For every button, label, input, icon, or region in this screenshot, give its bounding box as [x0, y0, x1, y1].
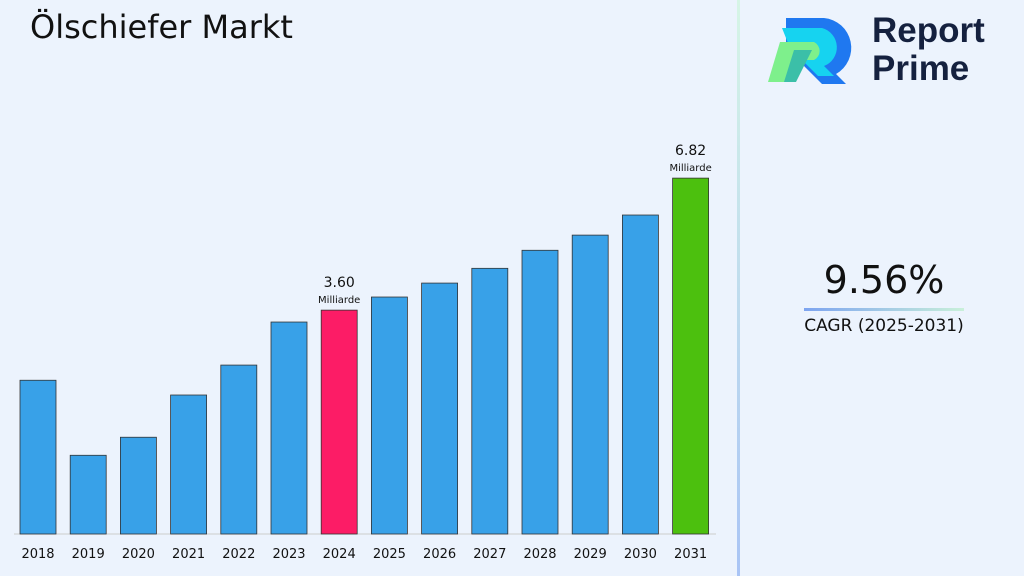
cagr-underline	[804, 308, 964, 311]
bar-2031	[672, 177, 709, 535]
bar-2028	[521, 249, 559, 535]
bar-2021	[170, 394, 208, 535]
bar-2024	[320, 309, 358, 535]
x-tick-label-2018: 2018	[21, 547, 54, 562]
x-tick-label-2019: 2019	[72, 547, 105, 562]
data-label-2024: 3.60	[324, 275, 355, 291]
x-tick-label-2025: 2025	[373, 547, 406, 562]
x-tick-label-2021: 2021	[172, 547, 205, 562]
bar-2029	[571, 234, 609, 535]
bar-chart: 2018 2019 2020 2021 2022 2023 2024 3.60 Milliard…	[14, 143, 716, 562]
bar-2019	[69, 454, 107, 535]
bar-2030	[622, 214, 659, 535]
x-tick-label-2030: 2030	[624, 547, 657, 562]
data-label-2031: 6.82	[675, 143, 706, 159]
x-tick-label-2031: 2031	[674, 547, 707, 562]
x-tick-label-2024: 2024	[323, 547, 356, 562]
data-unit-2024: Milliarde	[318, 295, 360, 306]
bar-2018	[19, 379, 57, 535]
bar-2026	[421, 282, 459, 535]
report-prime-logo-icon	[768, 18, 852, 84]
divider	[737, 0, 740, 576]
chart-title: Ölschiefer Markt	[30, 8, 293, 46]
bar-2023	[270, 321, 308, 535]
bar-2027	[471, 267, 509, 535]
data-unit-2031: Milliarde	[669, 163, 711, 174]
x-tick-label-2026: 2026	[423, 547, 456, 562]
brand-line2: Prime	[872, 49, 970, 88]
brand-name: Report Prime	[872, 12, 985, 88]
bar-2025	[370, 296, 408, 535]
brand-line1: Report	[872, 11, 985, 50]
bar-2022	[220, 364, 258, 535]
cagr-value: 9.56%	[823, 258, 945, 302]
bar-2020	[120, 436, 157, 535]
x-tick-label-2023: 2023	[272, 547, 305, 562]
x-tick-label-2020: 2020	[122, 547, 155, 562]
x-tick-label-2022: 2022	[222, 547, 255, 562]
x-tick-label-2027: 2027	[473, 547, 506, 562]
x-tick-label-2029: 2029	[574, 547, 607, 562]
x-tick-label-2028: 2028	[523, 547, 556, 562]
cagr-label: CAGR (2025-2031)	[804, 316, 964, 336]
